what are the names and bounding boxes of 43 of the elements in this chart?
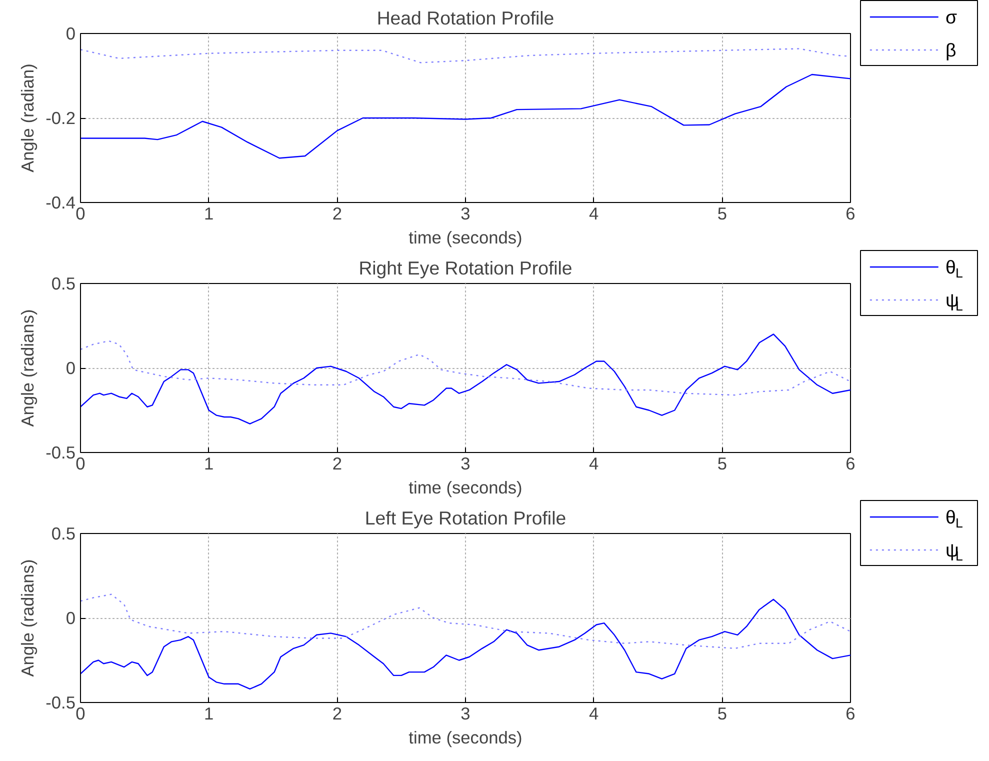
line-series [80, 340, 850, 396]
y-axis-title: Angle (radian) [18, 64, 38, 172]
y-tick-label: -0.2 [46, 108, 76, 128]
chart-title: Right Eye Rotation Profile [358, 258, 572, 278]
x-tick-label: 6 [846, 204, 856, 224]
line-series [80, 74, 850, 159]
line-series [80, 598, 850, 690]
chart-title: Head Rotation Profile [376, 8, 554, 28]
y-axis-title: Angle (radians) [18, 559, 38, 677]
x-tick-label: 2 [332, 454, 342, 474]
y-tick-label: 0.5 [51, 274, 76, 294]
x-tick-label: 3 [460, 204, 470, 224]
x-tick-label: 1 [204, 204, 214, 224]
chart-title: Left Eye Rotation Profile [364, 508, 566, 528]
x-axis-title: time (seconds) [408, 478, 522, 498]
x-tick-label: 5 [717, 704, 727, 724]
y-tick-label: -0.5 [46, 442, 76, 462]
x-tick-label: 6 [846, 704, 856, 724]
legend-label: σ [945, 6, 958, 28]
x-tick-label: 4 [589, 454, 600, 474]
x-axis-title: time (seconds) [408, 728, 522, 748]
x-tick-label: 6 [846, 454, 856, 474]
y-tick-label: 0 [66, 358, 76, 378]
x-tick-label: 5 [717, 204, 727, 224]
y-tick-label: 0.5 [51, 524, 76, 544]
x-tick-label: 2 [332, 704, 342, 724]
y-axis-title: Angle (radians) [18, 309, 38, 427]
x-tick-label: 2 [332, 204, 342, 224]
legend-label: β [945, 40, 956, 60]
x-tick-label: 1 [204, 454, 214, 474]
line-series [80, 594, 850, 650]
y-tick-label: -0.4 [46, 192, 76, 212]
y-tick-label: -0.5 [46, 692, 76, 712]
x-axis-title: time (seconds) [408, 228, 522, 248]
x-tick-label: 4 [589, 204, 600, 224]
y-tick-label: 0 [66, 24, 76, 44]
x-tick-label: 3 [460, 704, 470, 724]
x-tick-label: 1 [204, 704, 214, 724]
x-tick-label: 4 [589, 704, 600, 724]
x-tick-label: 5 [717, 454, 727, 474]
y-tick-label: 0 [66, 608, 76, 628]
line-series [80, 334, 850, 424]
x-tick-label: 3 [460, 454, 470, 474]
